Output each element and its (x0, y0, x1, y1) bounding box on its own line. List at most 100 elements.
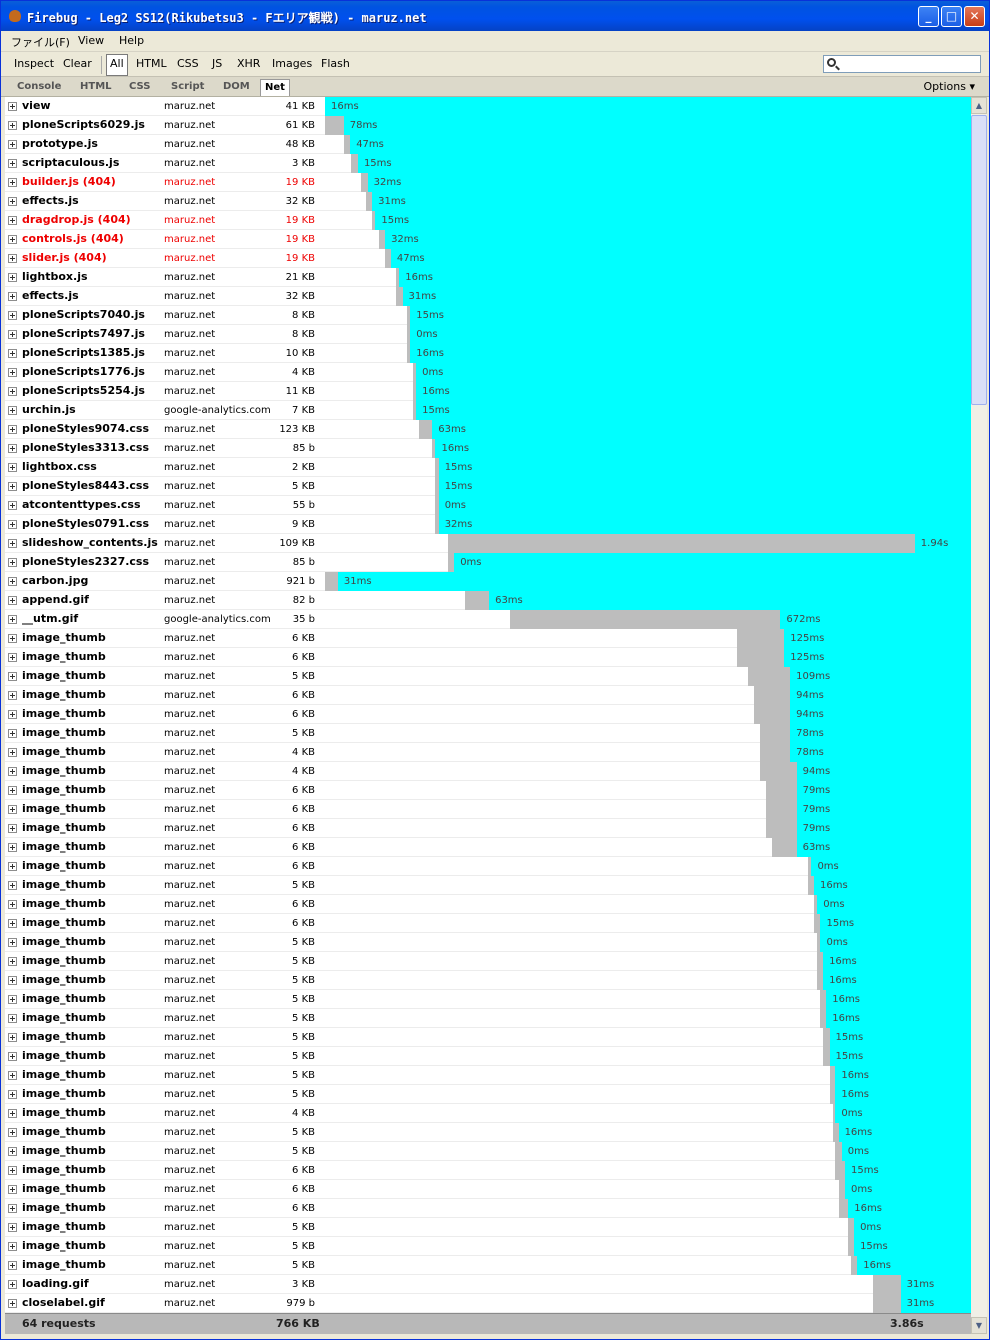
request-row[interactable]: image_thumb maruz.net 6 KB 125ms (5, 648, 971, 667)
filter-css[interactable]: CSS (177, 57, 199, 70)
menu-view[interactable]: View (78, 34, 105, 47)
expand-icon[interactable] (8, 520, 17, 529)
expand-icon[interactable] (8, 482, 17, 491)
expand-icon[interactable] (8, 634, 17, 643)
request-row[interactable]: urchin.js google-analytics.com 7 KB 15ms (5, 401, 971, 420)
request-row[interactable]: image_thumb maruz.net 5 KB 16ms (5, 990, 971, 1009)
request-row[interactable]: dragdrop.js (404) maruz.net 19 KB 15ms (5, 211, 971, 230)
filter-all[interactable]: All (106, 54, 128, 76)
request-row[interactable]: append.gif maruz.net 82 b 63ms (5, 591, 971, 610)
expand-icon[interactable] (8, 995, 17, 1004)
request-row[interactable]: image_thumb maruz.net 5 KB 0ms (5, 933, 971, 952)
request-row[interactable]: view maruz.net 41 KB 16ms (5, 97, 971, 116)
tab-dom[interactable]: DOM (223, 81, 250, 92)
expand-icon[interactable] (8, 1223, 17, 1232)
expand-icon[interactable] (8, 159, 17, 168)
expand-icon[interactable] (8, 1204, 17, 1213)
expand-icon[interactable] (8, 1299, 17, 1308)
expand-icon[interactable] (8, 501, 17, 510)
expand-icon[interactable] (8, 1052, 17, 1061)
expand-icon[interactable] (8, 292, 17, 301)
expand-icon[interactable] (8, 349, 17, 358)
expand-icon[interactable] (8, 786, 17, 795)
expand-icon[interactable] (8, 843, 17, 852)
expand-icon[interactable] (8, 539, 17, 548)
request-row[interactable]: image_thumb maruz.net 6 KB 94ms (5, 705, 971, 724)
request-row[interactable]: image_thumb maruz.net 5 KB 15ms (5, 1237, 971, 1256)
expand-icon[interactable] (8, 178, 17, 187)
request-row[interactable]: image_thumb maruz.net 5 KB 16ms (5, 1066, 971, 1085)
expand-icon[interactable] (8, 406, 17, 415)
filter-js[interactable]: JS (212, 57, 223, 70)
clear-button[interactable]: Clear (63, 57, 92, 70)
request-row[interactable]: image_thumb maruz.net 6 KB 125ms (5, 629, 971, 648)
request-row[interactable]: controls.js (404) maruz.net 19 KB 32ms (5, 230, 971, 249)
expand-icon[interactable] (8, 1166, 17, 1175)
request-row[interactable]: image_thumb maruz.net 6 KB 0ms (5, 1180, 971, 1199)
expand-icon[interactable] (8, 425, 17, 434)
request-row[interactable]: ploneScripts7040.js maruz.net 8 KB 15ms (5, 306, 971, 325)
expand-icon[interactable] (8, 387, 17, 396)
request-row[interactable]: image_thumb maruz.net 6 KB 63ms (5, 838, 971, 857)
request-row[interactable]: image_thumb maruz.net 6 KB 0ms (5, 857, 971, 876)
options-menu[interactable]: Options ▾ (924, 80, 975, 93)
request-row[interactable]: image_thumb maruz.net 4 KB 78ms (5, 743, 971, 762)
request-row[interactable]: image_thumb maruz.net 5 KB 78ms (5, 724, 971, 743)
request-row[interactable]: image_thumb maruz.net 6 KB 15ms (5, 1161, 971, 1180)
expand-icon[interactable] (8, 577, 17, 586)
minimize-button[interactable]: _ (918, 6, 939, 27)
request-row[interactable]: image_thumb maruz.net 5 KB 16ms (5, 1009, 971, 1028)
tab-html[interactable]: HTML (80, 81, 112, 92)
expand-icon[interactable] (8, 596, 17, 605)
scroll-thumb[interactable] (971, 115, 987, 405)
menu-help[interactable]: Help (119, 34, 145, 47)
request-row[interactable]: prototype.js maruz.net 48 KB 47ms (5, 135, 971, 154)
tab-console[interactable]: Console (17, 81, 62, 92)
request-row[interactable]: image_thumb maruz.net 6 KB 0ms (5, 895, 971, 914)
expand-icon[interactable] (8, 653, 17, 662)
expand-icon[interactable] (8, 957, 17, 966)
expand-icon[interactable] (8, 197, 17, 206)
request-row[interactable]: image_thumb maruz.net 5 KB 16ms (5, 1085, 971, 1104)
expand-icon[interactable] (8, 1033, 17, 1042)
expand-icon[interactable] (8, 691, 17, 700)
request-row[interactable]: ploneStyles3313.css maruz.net 85 b 16ms (5, 439, 971, 458)
expand-icon[interactable] (8, 235, 17, 244)
tab-css[interactable]: CSS (129, 81, 151, 92)
request-row[interactable]: image_thumb maruz.net 5 KB 16ms (5, 952, 971, 971)
expand-icon[interactable] (8, 1261, 17, 1270)
request-row[interactable]: slideshow_contents.js maruz.net 109 KB 1.94… (5, 534, 971, 553)
expand-icon[interactable] (8, 938, 17, 947)
expand-icon[interactable] (8, 1185, 17, 1194)
vertical-scrollbar[interactable]: ▲ ▼ (971, 97, 987, 1334)
request-row[interactable]: effects.js maruz.net 32 KB 31ms (5, 192, 971, 211)
expand-icon[interactable] (8, 805, 17, 814)
request-row[interactable]: slider.js (404) maruz.net 19 KB 47ms (5, 249, 971, 268)
request-row[interactable]: image_thumb maruz.net 5 KB 16ms (5, 1123, 971, 1142)
tab-script[interactable]: Script (171, 81, 205, 92)
request-row[interactable]: image_thumb maruz.net 5 KB 16ms (5, 1256, 971, 1275)
scroll-down-arrow-icon[interactable]: ▼ (971, 1317, 987, 1334)
expand-icon[interactable] (8, 558, 17, 567)
request-row[interactable]: image_thumb maruz.net 5 KB 16ms (5, 876, 971, 895)
menu-file[interactable]: ファイル(F) (11, 36, 70, 49)
expand-icon[interactable] (8, 672, 17, 681)
request-row[interactable]: carbon.jpg maruz.net 921 b 31ms (5, 572, 971, 591)
expand-icon[interactable] (8, 1090, 17, 1099)
expand-icon[interactable] (8, 1014, 17, 1023)
request-row[interactable]: atcontenttypes.css maruz.net 55 b 0ms (5, 496, 971, 515)
expand-icon[interactable] (8, 1071, 17, 1080)
inspect-button[interactable]: Inspect (14, 57, 55, 70)
request-row[interactable]: image_thumb maruz.net 5 KB 109ms (5, 667, 971, 686)
request-row[interactable]: ploneStyles2327.css maruz.net 85 b 0ms (5, 553, 971, 572)
expand-icon[interactable] (8, 900, 17, 909)
expand-icon[interactable] (8, 976, 17, 985)
search-box[interactable] (823, 55, 981, 73)
request-row[interactable]: image_thumb maruz.net 6 KB 16ms (5, 1199, 971, 1218)
expand-icon[interactable] (8, 102, 17, 111)
expand-icon[interactable] (8, 824, 17, 833)
expand-icon[interactable] (8, 710, 17, 719)
expand-icon[interactable] (8, 767, 17, 776)
request-row[interactable]: __utm.gif google-analytics.com 35 b 672ms (5, 610, 971, 629)
filter-images[interactable]: Images (272, 57, 313, 70)
